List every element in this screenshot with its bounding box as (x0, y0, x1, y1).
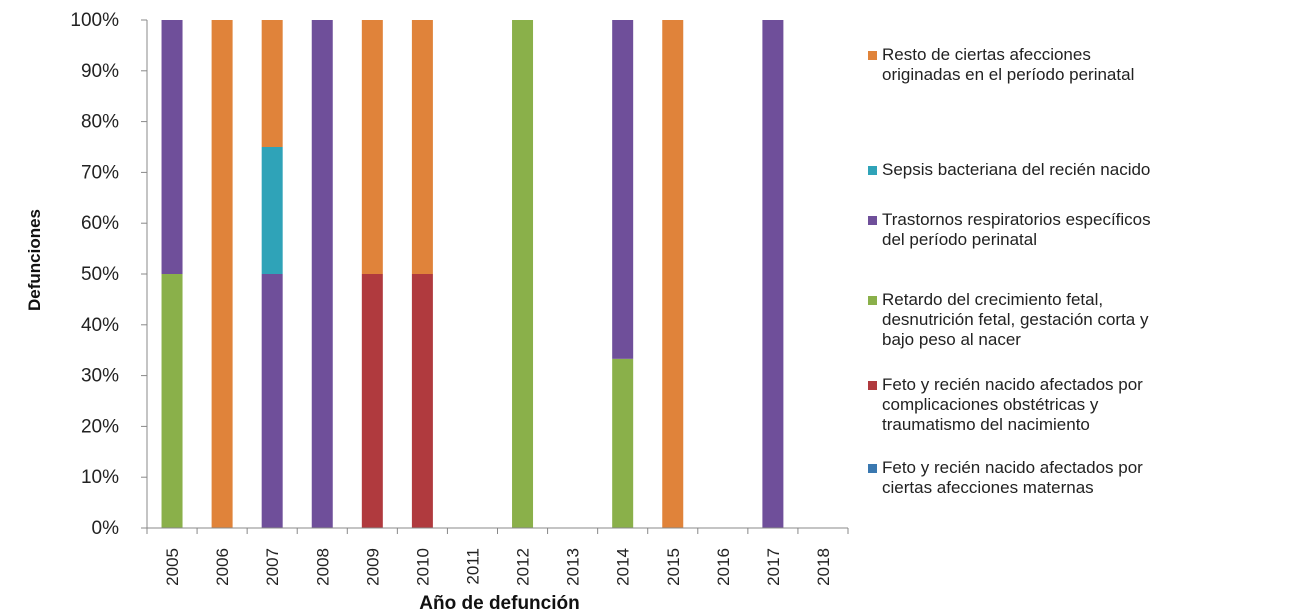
legend-label: Retardo del crecimiento fetal, desnutrici… (882, 290, 1312, 350)
legend-label: Trastornos respiratorios específicos del … (882, 210, 1312, 250)
x-tick-label: 2007 (263, 548, 282, 586)
x-tick-label: 2012 (514, 548, 533, 586)
bar-segment (411, 274, 433, 528)
bar-segment (261, 20, 283, 147)
bar-segment (612, 358, 634, 528)
bar-segment (361, 20, 383, 274)
legend-label-line: Feto y recién nacido afectados por (882, 458, 1143, 477)
x-tick-label: 2015 (664, 548, 683, 586)
x-tick-label: 2014 (614, 548, 633, 586)
y-tick-label: 30% (81, 366, 119, 387)
bar-segment (762, 20, 784, 528)
legend-label-line: del período perinatal (882, 230, 1038, 249)
legend-label: Feto y recién nacido afectados por compli… (882, 375, 1312, 435)
legend-swatch (868, 216, 877, 225)
x-tick-label: 2010 (413, 548, 432, 586)
legend-label: Resto de ciertas afecciones originadas en… (882, 45, 1312, 85)
y-axis-ticks: 0% 10% 20% 30% 40% 50% 60% 70% 80% 90% 100% (70, 10, 147, 539)
x-tick-label: 2013 (564, 548, 583, 586)
bar-segment (161, 20, 183, 274)
x-axis-title: Año de defunción (419, 593, 579, 614)
legend-label-line: bajo peso al nacer (882, 330, 1021, 349)
x-tick-label: 2009 (363, 548, 382, 586)
x-tick-label: 2006 (213, 548, 232, 586)
legend-label-line: Sepsis bacteriana del recién nacido (882, 160, 1151, 179)
bar-segment (211, 20, 233, 528)
legend-label: Sepsis bacteriana del recién nacido (882, 160, 1312, 180)
y-tick-label: 10% (81, 467, 119, 488)
legend-label-line: ciertas afecciones maternas (882, 478, 1094, 497)
bar-segment (261, 274, 283, 528)
x-tick-label: 2017 (764, 548, 783, 586)
y-tick-label: 70% (81, 162, 119, 183)
stacked-bar-chart: 0%10%20%30%40%50%60%70%80%90%100% 2005 20… (25, 10, 849, 614)
legend-swatch (868, 296, 877, 305)
legend: Resto de ciertas afecciones originadas en… (868, 0, 1316, 615)
y-tick-label: 100% (70, 10, 119, 31)
legend-label-line: Retardo del crecimiento fetal, (882, 290, 1104, 309)
bar-segment (662, 20, 684, 528)
x-tick-label: 2016 (714, 548, 733, 586)
legend-label-line: complicaciones obstétricas y (882, 395, 1099, 414)
y-tick-label: 50% (81, 264, 119, 285)
y-tick-label: 80% (81, 112, 119, 133)
x-axis-ticks: 2005 2006 2007 2008 2009 2010 2011 2012 2013 2014… (146, 528, 849, 586)
y-tick-label: 90% (81, 61, 119, 82)
bar-segment (411, 20, 433, 274)
y-tick-label: 0% (92, 518, 120, 539)
legend-label-line: traumatismo del nacimiento (882, 415, 1090, 434)
bars (161, 20, 784, 528)
bar-segment (361, 274, 383, 528)
legend-swatch (868, 166, 877, 175)
legend-label-line: Resto de ciertas afecciones (882, 45, 1091, 64)
y-tick-label: 40% (81, 315, 119, 336)
legend-swatch (868, 381, 877, 390)
legend-swatch (868, 51, 877, 60)
legend-label: Feto y recién nacido afectados por cierta… (882, 458, 1312, 498)
x-tick-label: 2018 (814, 548, 833, 586)
legend-label-line: originadas en el período perinatal (882, 65, 1135, 84)
bar-segment (612, 20, 634, 359)
legend-label-line: Trastornos respiratorios específicos (882, 210, 1151, 229)
x-tick-label: 2005 (163, 548, 182, 586)
legend-label-line: desnutrición fetal, gestación corta y (882, 310, 1149, 329)
bar-segment (512, 20, 534, 528)
bar-segment (311, 20, 333, 528)
y-tick-label: 60% (81, 213, 119, 234)
y-axis-title: Defunciones (25, 209, 44, 311)
y-tick-label: 20% (81, 416, 119, 437)
x-tick-label: 2011 (463, 548, 482, 585)
legend-swatch (868, 464, 877, 473)
bar-segment (261, 147, 283, 274)
x-tick-label: 2008 (313, 548, 332, 586)
legend-label-line: Feto y recién nacido afectados por (882, 375, 1143, 394)
bar-segment (161, 274, 183, 528)
